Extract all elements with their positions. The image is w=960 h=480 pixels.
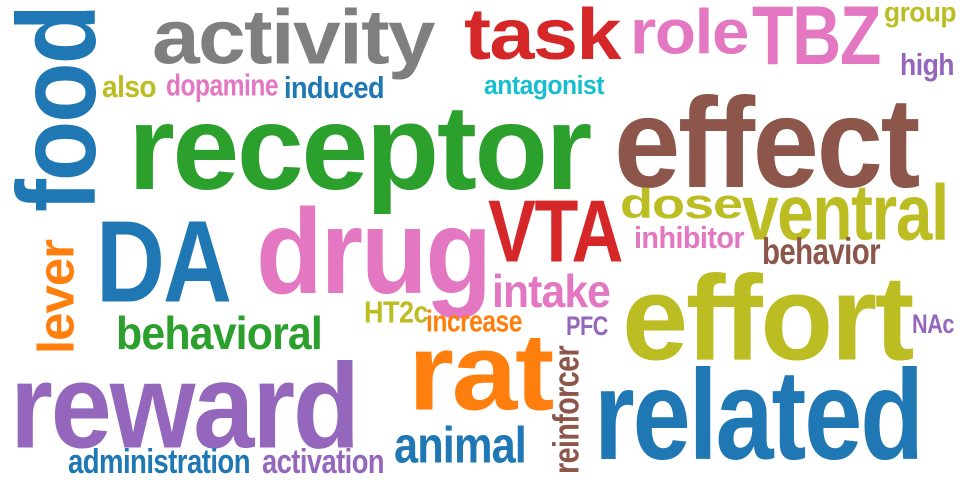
word-antagonist: antagonist xyxy=(484,72,604,101)
word-rat: rat xyxy=(408,311,554,434)
word-pfc: PFC xyxy=(566,309,608,342)
word-induced: induced xyxy=(284,69,385,105)
word-receptor: receptor xyxy=(128,80,592,216)
word-tbz: TBZ xyxy=(752,0,881,83)
word-intake: intake xyxy=(492,265,611,319)
word-role: role xyxy=(630,0,749,68)
word-behavioral: behavioral xyxy=(116,307,323,360)
word-vta: VTA xyxy=(488,182,623,282)
word-ht2c: HT2c xyxy=(364,295,429,330)
word-behavior: behavior xyxy=(762,231,881,273)
word-related: related xyxy=(594,344,924,480)
word-animal: animal xyxy=(394,417,527,475)
word-reward: reward xyxy=(10,338,360,474)
word-group: group xyxy=(884,0,957,28)
word-dopamine: dopamine xyxy=(166,69,278,104)
word-administration: administration xyxy=(68,441,251,480)
word-ventral: ventral xyxy=(742,168,949,257)
word-increase: increase xyxy=(426,305,522,339)
word-effect: effect xyxy=(614,72,920,215)
word-activity: activity xyxy=(152,0,436,81)
word-lever: lever xyxy=(27,239,85,354)
word-food: food xyxy=(0,6,119,212)
word-dose: dose xyxy=(620,180,743,228)
word-inhibitor: inhibitor xyxy=(634,221,745,256)
word-nac: NAc xyxy=(912,307,955,340)
word-high: high xyxy=(900,47,955,82)
word-reinforcer: reinforcer xyxy=(547,345,588,474)
word-effort: effort xyxy=(622,250,914,386)
word-drug: drug xyxy=(256,184,492,320)
word-task: task xyxy=(464,0,622,75)
word-activation: activation xyxy=(262,441,385,480)
word-da: DA xyxy=(96,198,232,328)
word-also: also xyxy=(102,69,157,104)
